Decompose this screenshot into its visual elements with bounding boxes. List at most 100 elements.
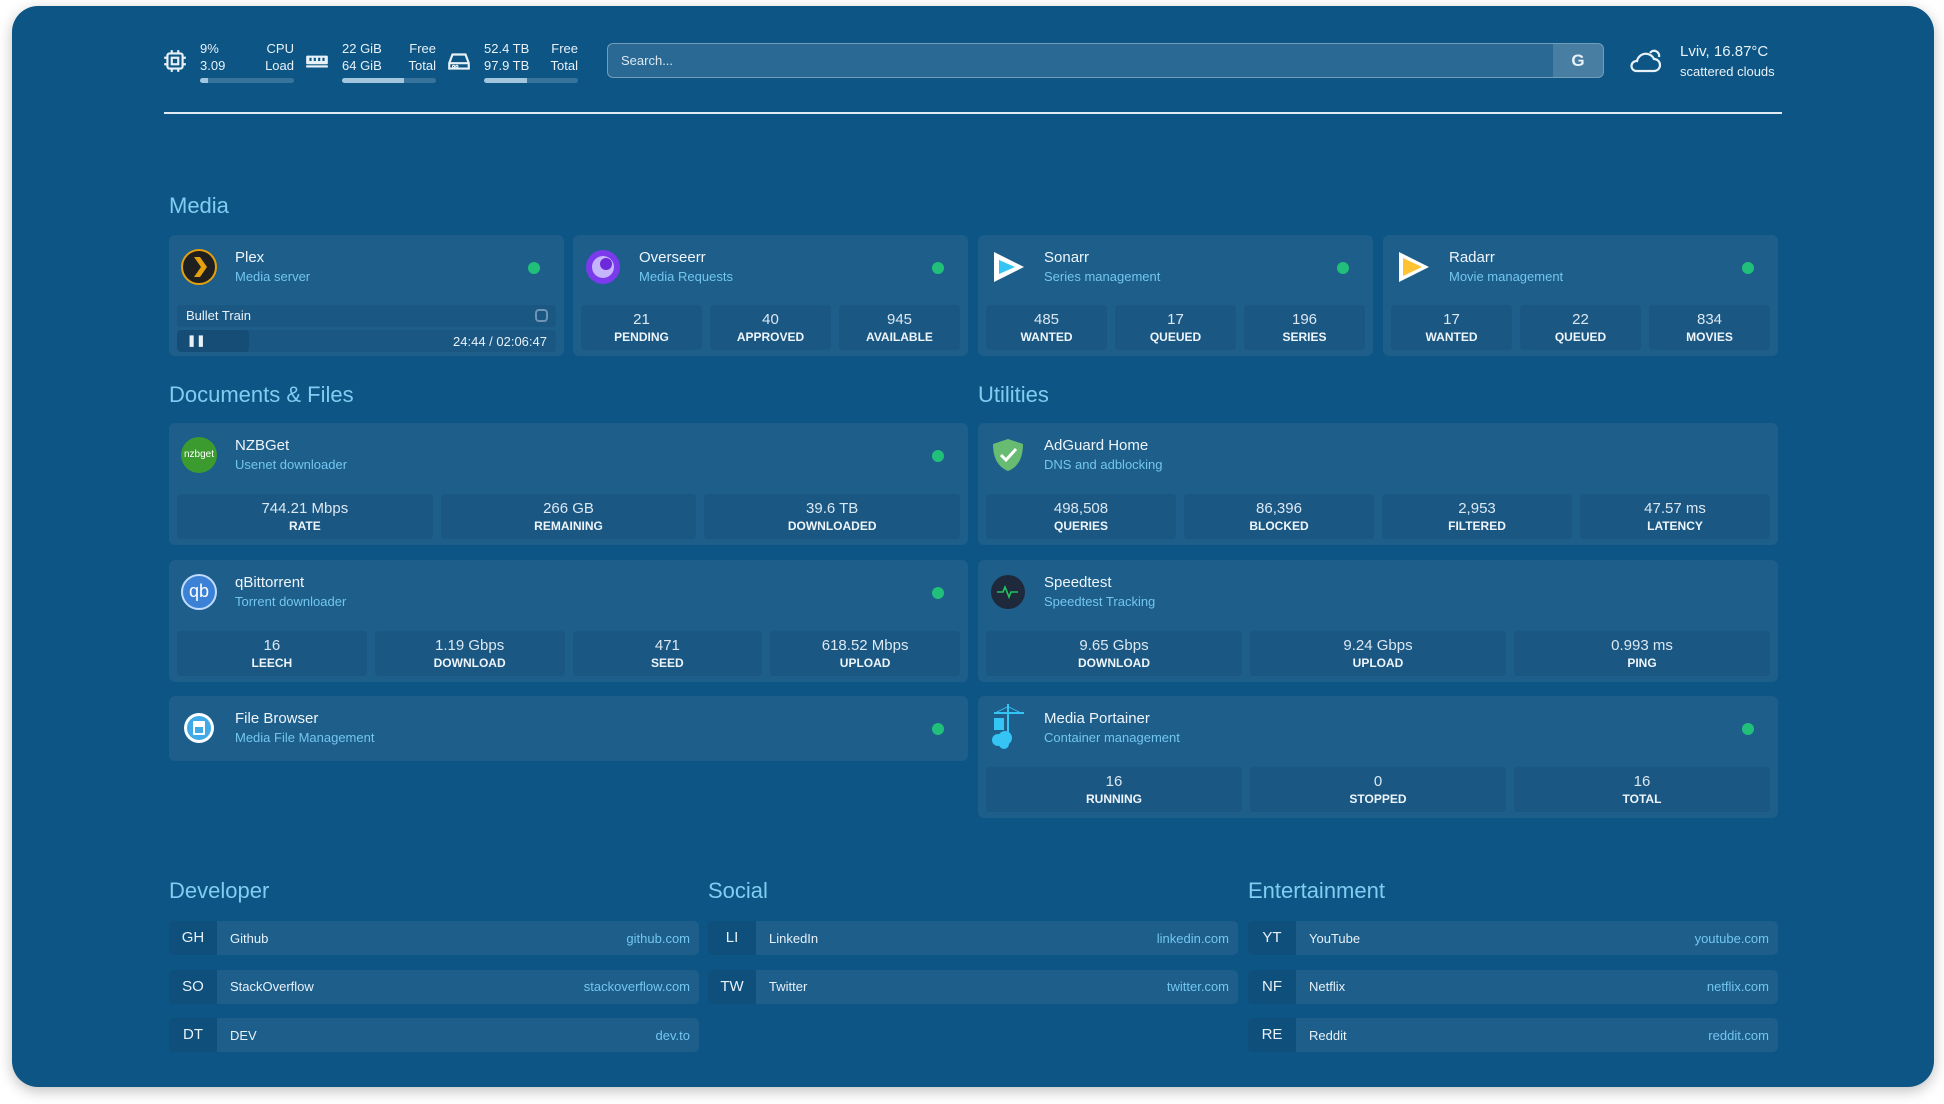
disk-free: 52.4 TB xyxy=(484,41,530,56)
bookmark-github[interactable]: GH Github github.com xyxy=(169,921,699,955)
service-card-qbittorrent[interactable]: qb qBittorrent Torrent downloader 16 LEEC… xyxy=(169,560,968,682)
cpu-widget: 9% CPU 3.09 Load xyxy=(162,40,294,83)
bookmark-netflix[interactable]: NF Netflix netflix.com xyxy=(1248,969,1778,1004)
cpu-icon xyxy=(164,50,186,72)
stat-wanted: 17 WANTED xyxy=(1391,305,1512,350)
service-subtitle: Movie management xyxy=(1449,269,1564,284)
service-card-portainer[interactable]: Media Portainer Container management 16 R… xyxy=(978,696,1778,818)
status-online-indicator xyxy=(528,262,540,274)
stat-ping: 0.993 ms PING xyxy=(1514,631,1770,676)
stats-row: 17 WANTED 22 QUEUED 834 MOVIES xyxy=(1391,305,1770,350)
section-documents-heading: Documents & Files xyxy=(169,382,354,407)
playback-progress[interactable]: ❚❚ 24:44 / 02:06:47 xyxy=(177,330,556,352)
status-online-indicator xyxy=(932,723,944,735)
bookmark-url[interactable]: linkedin.com xyxy=(1156,930,1229,946)
service-subtitle: Media server xyxy=(235,269,311,284)
stat-running: 16 RUNNING xyxy=(986,767,1242,812)
cpu-bar xyxy=(200,78,294,83)
bookmark-url[interactable]: netflix.com xyxy=(1706,979,1769,994)
bookmark-url[interactable]: github.com xyxy=(626,930,690,946)
service-card-nzbget[interactable]: nzbget NZBGet Usenet downloader 744.21 M… xyxy=(169,423,968,545)
bookmark-name: Github xyxy=(230,930,269,946)
cpu-percent: 9% xyxy=(200,41,219,56)
bookmark-youtube[interactable]: YT YouTube youtube.com xyxy=(1248,921,1778,955)
stat-download: 9.65 Gbps DOWNLOAD xyxy=(986,631,1242,676)
disk-widget: 52.4 TB Free 97.9 TB Total xyxy=(446,40,578,83)
stat-total: 16 TOTAL xyxy=(1514,767,1770,812)
disk-total: 97.9 TB xyxy=(484,58,530,73)
service-subtitle: Speedtest Tracking xyxy=(1044,594,1156,609)
stat-filtered: 2,953 FILTERED xyxy=(1382,494,1572,539)
service-card-sonarr[interactable]: Sonarr Series management 485 WANTED 17 QUE… xyxy=(978,235,1373,356)
speedtest-pulse-icon xyxy=(991,575,1025,609)
stat-pending: 21 PENDING xyxy=(581,305,702,350)
playback-time: 24:44 / 02:06:47 xyxy=(453,334,547,349)
service-card-adguard[interactable]: AdGuard Home DNS and adblocking 498,508 Q… xyxy=(978,423,1778,545)
bookmark-url[interactable]: dev.to xyxy=(655,1027,690,1043)
free-label: Free xyxy=(551,41,578,56)
now-playing-title: Bullet Train xyxy=(186,308,252,323)
bookmark-abbreviation: TW xyxy=(708,969,756,1004)
status-online-indicator xyxy=(932,450,944,462)
bookmark-dev[interactable]: DT DEV dev.to xyxy=(169,1018,699,1052)
weather-location: Lviv, 16.87°C xyxy=(1680,43,1769,60)
bookmark-abbreviation: DT xyxy=(169,1018,217,1052)
service-card-speedtest[interactable]: Speedtest Speedtest Tracking 9.65 Gbps DO… xyxy=(978,560,1778,682)
settings-icon[interactable] xyxy=(535,309,548,322)
bookmark-abbreviation: SO xyxy=(169,969,217,1004)
bookmark-abbreviation: LI xyxy=(708,921,756,955)
stat-movies: 834 MOVIES xyxy=(1649,305,1770,350)
stat-available: 945 AVAILABLE xyxy=(839,305,960,350)
stats-row: 16 RUNNING 0 STOPPED 16 TOTAL xyxy=(986,767,1770,812)
bookmark-url[interactable]: reddit.com xyxy=(1708,1027,1769,1043)
google-search-button[interactable]: G xyxy=(1553,44,1603,77)
bookmark-name: YouTube xyxy=(1309,930,1361,946)
service-title: Sonarr xyxy=(1044,249,1090,266)
bookmark-name: Netflix xyxy=(1309,979,1346,994)
bookmark-reddit[interactable]: RE Reddit reddit.com xyxy=(1248,1018,1778,1052)
bookmark-url[interactable]: stackoverflow.com xyxy=(583,979,690,994)
bookmark-url[interactable]: youtube.com xyxy=(1694,930,1769,946)
search-input[interactable] xyxy=(608,44,1553,77)
pause-icon[interactable]: ❚❚ xyxy=(187,335,206,347)
stats-row: 498,508 QUERIES 86,396 BLOCKED 2,953 FILTER… xyxy=(986,494,1770,539)
load-label: Load xyxy=(265,58,294,73)
status-online-indicator xyxy=(1337,262,1349,274)
memory-bar xyxy=(342,78,436,83)
adguard-shield-icon xyxy=(993,439,1023,471)
service-subtitle: DNS and adblocking xyxy=(1044,457,1163,472)
service-card-overseerr[interactable]: Overseerr Media Requests 21 PENDING 40 APP… xyxy=(573,235,968,356)
stats-row: 485 WANTED 17 QUEUED 196 SERIES xyxy=(986,305,1365,350)
radarr-icon xyxy=(1399,252,1429,282)
service-title: Overseerr xyxy=(639,249,706,266)
status-online-indicator xyxy=(1742,723,1754,735)
memory-widget: 22 GiB Free 64 GiB Total xyxy=(304,40,436,83)
service-title: NZBGet xyxy=(235,437,290,454)
section-social-heading: Social xyxy=(708,878,768,903)
stat-latency: 47.57 ms LATENCY xyxy=(1580,494,1770,539)
total-label: Total xyxy=(550,58,578,73)
bookmark-abbreviation: RE xyxy=(1248,1018,1296,1052)
service-title: qBittorrent xyxy=(235,574,305,591)
stat-stopped: 0 STOPPED xyxy=(1250,767,1506,812)
total-label: Total xyxy=(408,58,436,73)
stats-row: 16 LEECH 1.19 Gbps DOWNLOAD 471 SEED 618.52… xyxy=(177,631,960,676)
service-subtitle: Series management xyxy=(1044,269,1161,284)
service-card-radarr[interactable]: Radarr Movie management 17 WANTED 22 QUEUE… xyxy=(1383,235,1778,356)
file-browser-icon xyxy=(184,713,214,743)
bookmark-linkedin[interactable]: LI LinkedIn linkedin.com xyxy=(708,921,1238,955)
bookmark-twitter[interactable]: TW Twitter twitter.com xyxy=(708,969,1238,1004)
plex-icon xyxy=(181,249,217,285)
service-subtitle: Container management xyxy=(1044,730,1180,745)
bookmark-abbreviation: NF xyxy=(1248,969,1296,1004)
bookmark-name: Reddit xyxy=(1309,1027,1347,1043)
bookmark-url[interactable]: twitter.com xyxy=(1166,979,1229,994)
disk-bar xyxy=(484,78,578,83)
service-card-plex[interactable]: Plex Media server Bullet Train ❚❚ 24:44 … xyxy=(169,235,564,356)
bookmark-stackoverflow[interactable]: SO StackOverflow stackoverflow.com xyxy=(169,969,699,1004)
free-label: Free xyxy=(409,41,436,56)
service-title: Speedtest xyxy=(1044,574,1112,591)
stat-series: 196 SERIES xyxy=(1244,305,1365,350)
status-online-indicator xyxy=(932,262,944,274)
service-card-file-browser[interactable]: File Browser Media File Management xyxy=(169,696,968,761)
